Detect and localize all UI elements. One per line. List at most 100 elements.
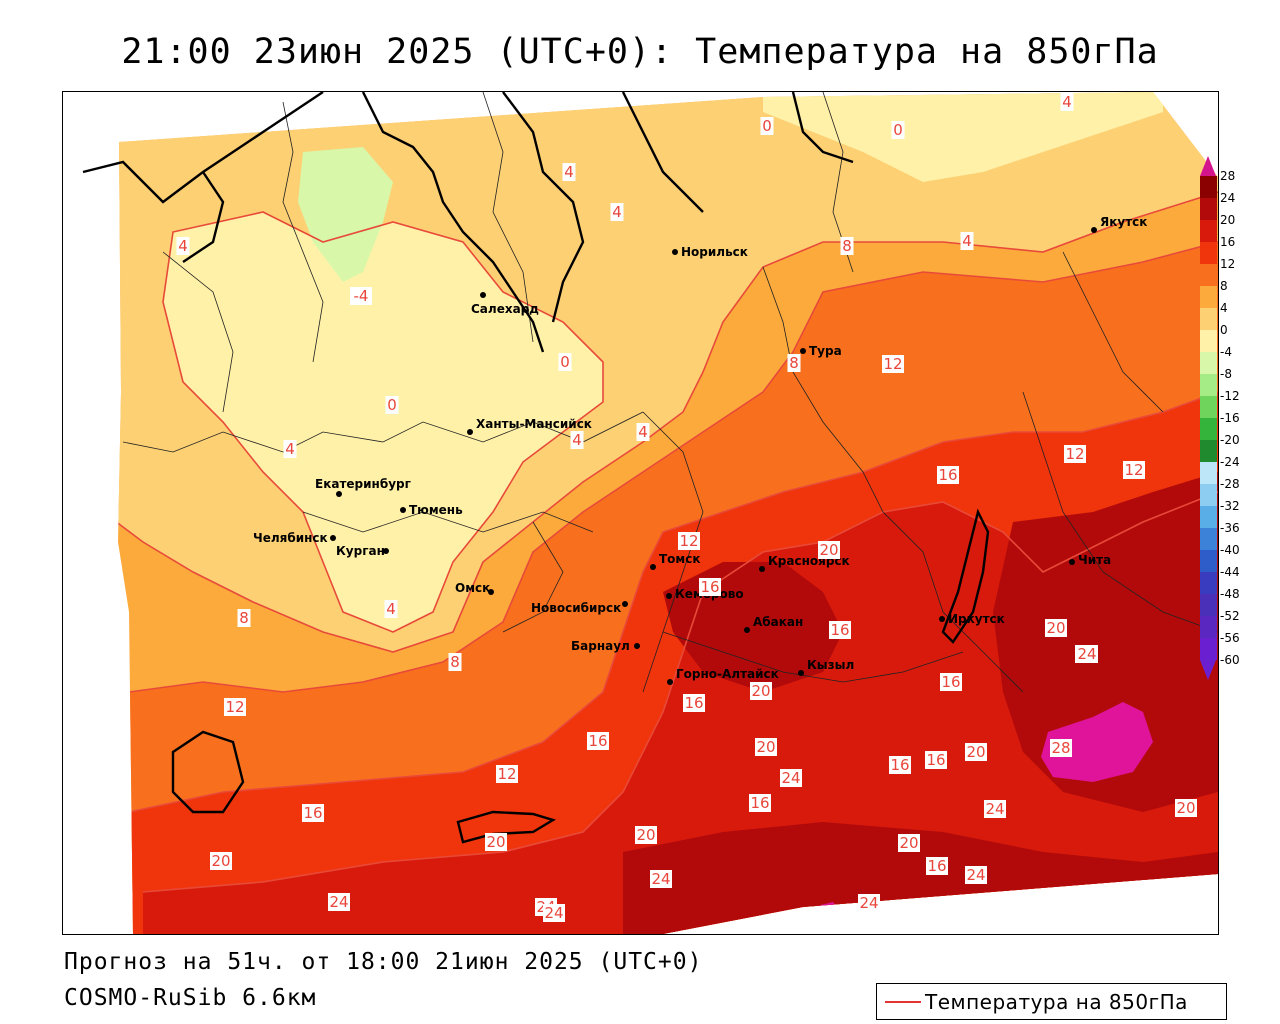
field-28 [1041,702,1153,782]
city-marker [1069,559,1075,565]
isotherm-label: 4 [386,600,396,618]
colorbar-cell [1200,462,1217,484]
isotherm-label-bg [350,287,372,305]
city-marker [759,566,765,572]
isotherm-label: 24 [985,800,1004,818]
city-label: Якутск [1100,215,1147,229]
colorbar-cell [1200,638,1217,660]
isotherm-label: 8 [842,237,852,255]
city-marker [798,670,804,676]
colorbar-cell [1200,374,1217,396]
isotherm-label-bg [683,694,705,712]
isotherm-label-bg [678,532,700,550]
isotherm-label: 16 [830,621,849,639]
isotherm-label: 12 [225,698,244,716]
isotherm-label-bg [755,738,777,756]
colorbar-tick-label: -20 [1220,433,1240,447]
isotherm-label: 24 [329,893,348,911]
colorbar-cell [1200,418,1217,440]
isotherm-label: 20 [966,743,985,761]
colorbar-tick-label: 20 [1220,213,1236,227]
isotherm-label-bg [210,852,232,870]
city-label: Горно-Алтайск [676,667,779,681]
isotherm-label-bg [882,355,904,373]
isotherm-label: 12 [1124,461,1143,479]
colorbar-tick-label: 16 [1220,235,1236,249]
isotherm-label-bg [496,765,518,783]
colorbar: 28 24 20 16 12 8 4 0 -4 -8 -12 -16 -20 -24 -28 -32 -36 -4… [1200,156,1280,680]
city-label: Томск [659,552,701,566]
isotherm-label: 16 [684,694,703,712]
isotherm-label: 16 [926,751,945,769]
isotherm-label: 20 [819,541,838,559]
isotherm-label-bg [1064,445,1086,463]
colorbar-cell [1200,264,1217,286]
colorbar-tick-label: -8 [1220,367,1232,381]
isotherm-label: 24 [966,866,985,884]
isotherm-label-bg [302,804,324,822]
colorbar-cell [1200,550,1217,572]
colorbar-tick-label: 8 [1220,279,1228,293]
isotherm-label: 20 [899,834,918,852]
city-label: Курган [336,544,385,558]
isotherm-label: 8 [239,609,249,627]
field-24-east [993,472,1218,812]
isotherm-label: 0 [560,353,570,371]
isotherm-label: 20 [1176,799,1195,817]
colorbar-tick-label: -16 [1220,411,1240,425]
isotherm-label: 20 [751,682,770,700]
isotherm-label-bg [749,794,771,812]
isotherm-label-bg [940,673,962,691]
colorbar-tick-label: -60 [1220,653,1240,667]
legend: Температура на 850гПа [876,983,1227,1020]
colorbar-cell [1200,198,1217,220]
city-label: Кызыл [807,658,854,672]
isotherm-label-bg [1060,93,1074,111]
city-marker [467,429,473,435]
isotherms [118,191,1218,893]
colorbar-tick-label: -40 [1220,543,1240,557]
isotherm-label-bg [384,600,398,618]
isotherm-label: 4 [285,440,295,458]
colorbar-tick-label: -32 [1220,499,1240,513]
temperature-fields [118,92,1218,934]
colorbar-tick-label: 28 [1220,169,1236,183]
isotherm-label: 0 [762,117,772,135]
city-label: Чита [1078,553,1111,567]
city-marker [744,627,750,633]
isotherm-label: -4 [354,287,369,305]
isotherm-label: 16 [938,466,957,484]
colorbar-tick-label: -44 [1220,565,1240,579]
city-label: Ханты-Мансийск [476,417,592,431]
isotherm-label-bg [965,866,987,884]
city-label: Салехард [471,302,539,316]
colorbar-tick-label: -24 [1220,455,1240,469]
isotherm-label: 4 [572,431,582,449]
city-marker [666,593,672,599]
colorbar-tick-label: -4 [1220,345,1232,359]
isotherm-label: 4 [638,423,648,441]
isotherm-label: 16 [700,578,719,596]
colorbar-top-arrow [1200,156,1216,176]
isotherm-label-bg [699,578,721,596]
field-0 [163,212,603,632]
isotherm-label: 8 [450,653,460,671]
isotherm-label: 20 [636,826,655,844]
isotherm-label-bg [1175,799,1197,817]
isotherm-label-bg [650,870,672,888]
city-marker [939,616,945,622]
city-label: Норильск [681,245,748,259]
isotherm-label-bg [960,232,974,250]
isotherm-label-bg [1050,739,1072,757]
colorbar-cell [1200,220,1217,242]
isotherm-label: 12 [1065,445,1084,463]
isotherm-label: 16 [941,673,960,691]
isotherm-label-bg [385,396,399,414]
isotherm-label: 4 [564,163,574,181]
isotherm-label: 16 [303,804,322,822]
isotherm-label-bg [176,237,190,255]
isotherm-label: 24 [544,904,563,922]
colorbar-cell [1200,528,1217,550]
city-label: Тура [809,344,842,358]
isotherm-label: 12 [883,355,902,373]
